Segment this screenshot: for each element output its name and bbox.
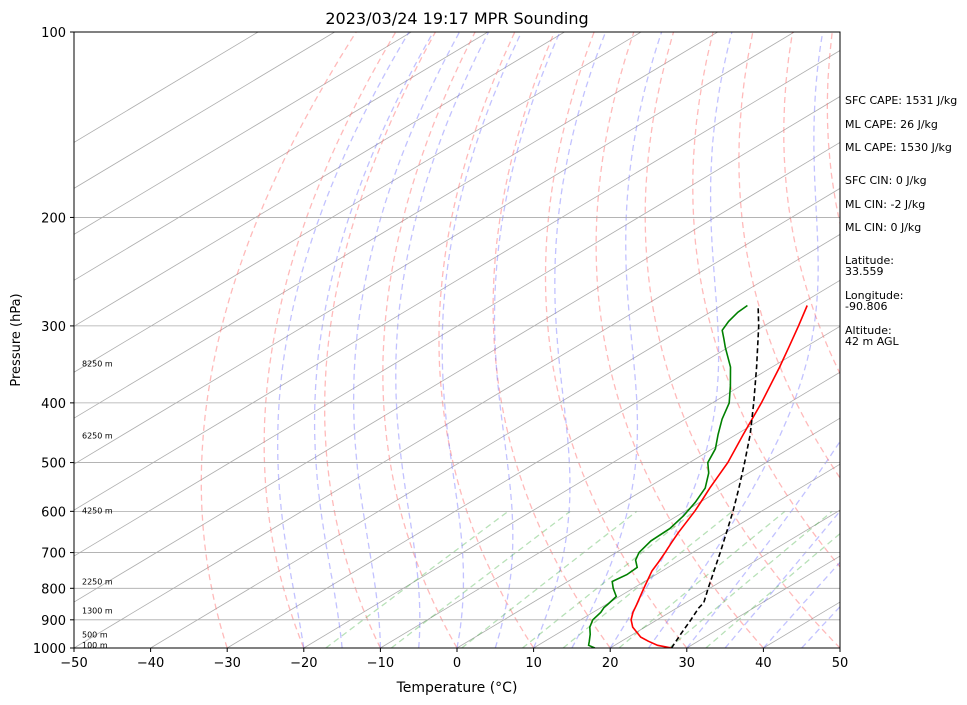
isotherm-line [74,32,489,281]
x-tick-label: 0 [453,656,461,671]
y-tick-label: 600 [41,505,66,520]
info-annotation: -90.806 [845,300,887,313]
isotherm-line [533,463,840,648]
isotherm-line [74,32,412,235]
plot-frame [73,31,841,649]
mixing-ratio-line [390,510,571,648]
parcel-path-line [670,305,760,648]
height-label: 8250 m [82,359,113,368]
x-tick-label: −10 [367,656,394,671]
x-tick-label: 10 [525,656,542,671]
mixing-ratio-line [618,510,786,648]
isotherm-line [74,32,565,327]
isotherm-line [74,50,840,511]
x-tick-label: 20 [602,656,619,671]
dry-adiabat-line [738,32,840,480]
dry-adiabat-line [200,32,357,648]
height-label: 6250 m [82,432,113,441]
dry-adiabat-line [324,32,436,648]
info-annotation: SFC CIN: 0 J/kg [845,174,927,187]
isotherm-line [74,32,259,143]
isotherm-line [74,32,335,189]
moist-adiabat-line [533,32,607,648]
info-annotation: 33.559 [845,265,884,278]
y-tick-label: 700 [41,547,66,562]
y-tick-label: 200 [41,211,66,226]
moist-adiabat-line [441,32,523,648]
y-axis-label: Pressure (hPa) [9,293,24,386]
dewpoint-profile-line [587,304,748,648]
y-tick-label: 800 [41,582,66,597]
y-tick-label: 300 [41,320,66,335]
mixing-ratio-line [668,510,833,648]
dry-adiabat-line [544,32,688,648]
info-annotation: 42 m AGL [845,335,900,348]
dry-adiabat-line [382,32,476,648]
x-tick-label: −40 [137,656,164,671]
x-tick-label: −30 [213,656,240,671]
info-annotation: ML CIN: 0 J/kg [845,221,921,234]
isotherm-line [609,509,840,648]
mixing-ratio-line [325,510,509,648]
y-tick-label: 500 [41,457,66,472]
isotherm-line [226,279,840,648]
moist-adiabat-line [352,32,461,648]
isotherm-line [74,32,718,419]
moist-adiabat-line [647,32,824,648]
y-tick-label: 400 [41,397,66,412]
info-annotation: ML CAPE: 1530 J/kg [845,141,952,154]
moist-adiabat-line [493,32,561,648]
dry-adiabat-line [783,32,840,376]
mixing-ratio-line [461,510,638,648]
dry-adiabat-line [492,32,611,648]
moist-adiabat-line [395,32,490,648]
info-annotation: ML CIN: -2 J/kg [845,198,925,211]
isotherm-line [74,141,840,603]
x-axis-label: Temperature (°C) [396,680,518,696]
dry-adiabat-line [263,32,397,648]
temperature-profile-line [630,305,808,648]
moist-adiabat-line [277,32,410,648]
moist-adiabat-line [571,32,663,648]
moist-adiabat-line [313,32,434,648]
height-label: 4250 m [82,506,113,515]
x-tick-label: 40 [755,656,772,671]
isotherm-line [74,96,840,557]
dry-adiabat-line [595,32,764,648]
x-tick-label: −50 [60,656,87,671]
moist-adiabat-line [686,440,840,648]
dry-adiabat-line [438,32,535,648]
mixing-ratio-line [705,532,840,648]
y-tick-label: 900 [41,614,66,629]
y-tick-label: 1000 [33,642,66,657]
isotherm-line [74,187,840,648]
height-label: 500 m [82,630,108,639]
isotherm-line [380,371,840,648]
height-label: 2250 m [82,578,113,587]
info-annotation: Latitude: [845,254,894,267]
moist-adiabat-line [609,32,733,648]
height-label: 100 m [82,641,108,650]
isotherm-line [74,32,795,465]
isotherm-line [303,325,840,648]
x-tick-label: 50 [832,656,849,671]
x-tick-label: −20 [290,656,317,671]
info-annotation: SFC CAPE: 1531 J/kg [845,94,957,107]
info-annotation: ML CAPE: 26 J/kg [845,118,938,131]
dry-adiabat-line [644,32,840,648]
height-label: 1300 m [82,607,113,616]
y-tick-label: 100 [41,26,66,41]
info-annotation: Altitude: [845,324,892,337]
x-tick-label: 30 [679,656,696,671]
dry-adiabat-line [951,32,967,648]
chart-title: 2023/03/24 19:17 MPR Sounding [325,9,588,28]
isotherm-line [150,233,840,648]
isotherm-line [456,417,840,648]
isotherm-line [74,32,642,373]
info-annotation: Longitude: [845,289,903,302]
